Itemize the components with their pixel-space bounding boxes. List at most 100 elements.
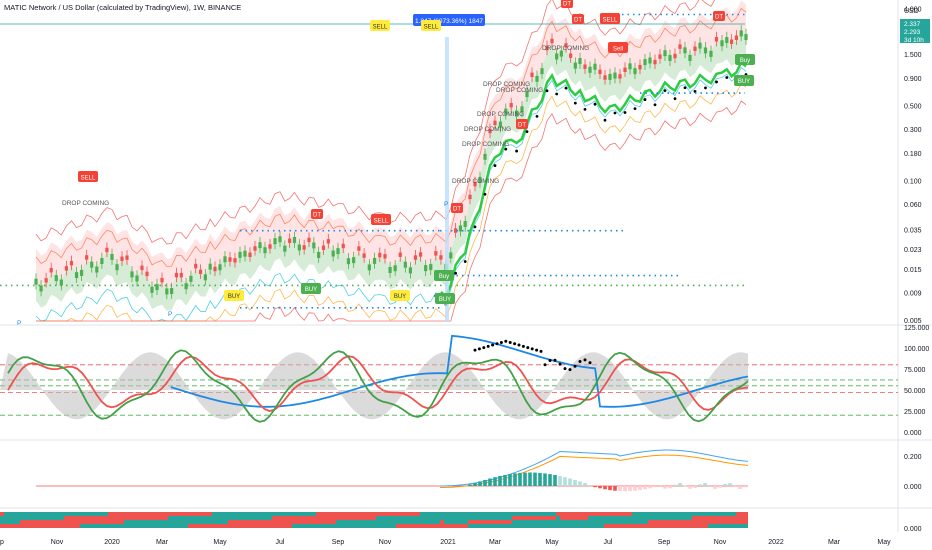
- price-badge: [900, 27, 930, 35]
- strip-cell: [304, 520, 308, 524]
- strip-cell: [208, 520, 212, 524]
- strip-cell: [724, 520, 728, 524]
- strip-cell: [160, 520, 164, 524]
- oscillator-tick-label: 25.000: [904, 409, 926, 416]
- candle-body: [189, 275, 193, 282]
- oscillator-dot: [517, 343, 521, 347]
- macd-histogram-bar: [738, 486, 742, 489]
- strip-cell: [568, 516, 572, 520]
- strip-cell: [260, 512, 264, 516]
- strip-cell: [676, 520, 680, 524]
- strip-cell: [696, 520, 700, 524]
- strip-cell: [560, 520, 564, 524]
- strip-cell: [548, 512, 552, 516]
- strip-cell: [624, 516, 628, 520]
- macd-histogram-bar: [483, 479, 487, 486]
- strip-cell: [628, 516, 632, 520]
- strip-cell: [248, 516, 252, 520]
- trailing-stop-dot: [583, 108, 587, 111]
- strip-cell: [536, 512, 540, 516]
- macd-histogram-bar: [713, 486, 717, 489]
- strip-cell: [336, 520, 340, 524]
- strip-cell: [732, 516, 736, 520]
- strip-cell: [744, 520, 748, 524]
- strip-cell: [632, 512, 636, 516]
- strip-cell: [192, 520, 196, 524]
- trailing-stop-dot: [504, 147, 508, 151]
- strip-cell: [608, 516, 612, 520]
- strip-cell: [528, 512, 532, 516]
- strip-cell: [416, 516, 420, 520]
- strip-cell: [28, 516, 32, 520]
- strip-cell: [256, 520, 260, 524]
- strip-cell: [60, 512, 64, 516]
- strip-cell: [576, 512, 580, 516]
- strip-cell: [296, 524, 300, 528]
- strip-cell: [640, 524, 644, 528]
- candle-body: [658, 54, 662, 59]
- macd-histogram-bar: [643, 486, 647, 490]
- strip-cell: [492, 520, 496, 524]
- trailing-stop-dot: [555, 92, 559, 96]
- strip-cell: [212, 524, 216, 528]
- strip-cell: [192, 512, 196, 516]
- dt-signal: [311, 209, 323, 219]
- strip-cell: [296, 512, 300, 516]
- strip-cell: [308, 512, 312, 516]
- macd-histogram-bar: [508, 474, 512, 486]
- strip-cell: [152, 524, 156, 528]
- oscillator-tick-label: 125.000: [904, 325, 929, 332]
- candle-body: [540, 68, 544, 75]
- strip-cell: [512, 516, 516, 520]
- strip-cell: [668, 520, 672, 524]
- strip-cell: [200, 512, 204, 516]
- strip-cell: [280, 524, 284, 528]
- trailing-stop-dot: [473, 225, 477, 229]
- strip-cell: [80, 520, 84, 524]
- strip-cell: [320, 524, 324, 528]
- strip-cell: [516, 524, 520, 528]
- strip-cell: [168, 516, 172, 520]
- strip-cell: [652, 516, 656, 520]
- strip-cell: [216, 516, 220, 520]
- strip-cell: [136, 524, 140, 528]
- strip-cell: [372, 520, 376, 524]
- strip-cell: [564, 516, 568, 520]
- strip-cell: [296, 516, 300, 520]
- strip-cell: [580, 516, 584, 520]
- strip-cell: [220, 512, 224, 516]
- strip-cell: [96, 516, 100, 520]
- strip-cell: [556, 516, 560, 520]
- strip-cell: [484, 512, 488, 516]
- strip-cell: [448, 512, 452, 516]
- strip-cell: [368, 512, 372, 516]
- strip-cell: [432, 516, 436, 520]
- candle-body: [288, 238, 292, 243]
- strip-cell: [552, 516, 556, 520]
- strip-cell: [56, 520, 60, 524]
- strip-cell: [684, 520, 688, 524]
- strip-cell: [164, 520, 168, 524]
- strip-cell: [192, 516, 196, 520]
- strip-cell: [268, 524, 272, 528]
- candle-body: [170, 288, 174, 294]
- strip-cell: [548, 520, 552, 524]
- strip-cell: [452, 516, 456, 520]
- strip-cell: [92, 516, 96, 520]
- strip-cell: [224, 524, 228, 528]
- envelope-line: [35, 0, 716, 245]
- strip-cell: [4, 520, 8, 524]
- strip-cell: [152, 512, 156, 516]
- strip-cell: [336, 516, 340, 520]
- strip-cell: [356, 512, 360, 516]
- strip-cell: [156, 520, 160, 524]
- candle-body: [730, 39, 734, 44]
- red-ribbon: [36, 0, 746, 289]
- strip-cell: [648, 524, 652, 528]
- candle-body: [253, 246, 257, 251]
- macd-histogram-bar: [633, 486, 637, 491]
- strip-cell: [176, 520, 180, 524]
- strip-cell: [696, 516, 700, 520]
- strip-cell: [556, 512, 560, 516]
